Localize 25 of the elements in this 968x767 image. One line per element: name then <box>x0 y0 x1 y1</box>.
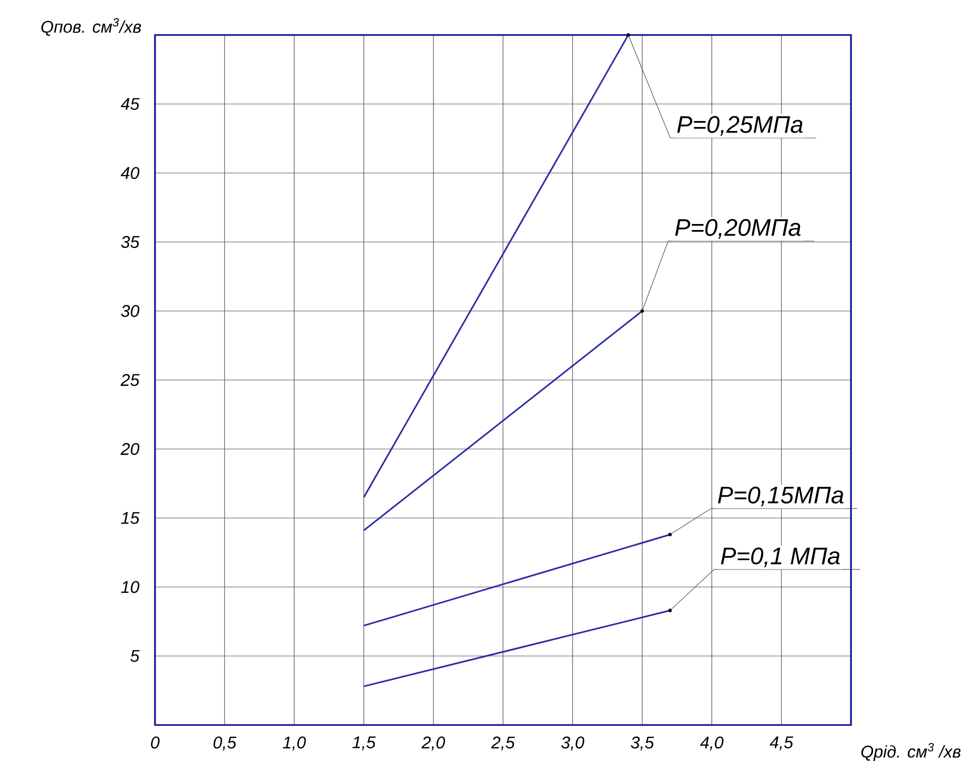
x-tick-label: 0,5 <box>214 736 236 751</box>
y-tick-label: 35 <box>121 236 140 248</box>
x-tick-label: 2,5 <box>491 736 515 751</box>
x-tick-label: 0 <box>151 736 160 749</box>
x-tick-label: 1,5 <box>352 736 376 750</box>
x-tick-label: 2,0 <box>422 736 446 751</box>
y-axis-title: Qпов. см$^{3}$/хв <box>41 18 141 36</box>
text: P=0,1 МПа <box>720 548 840 568</box>
y-tick-label: 40 <box>120 167 140 179</box>
x-tick-label: 1,0 <box>282 736 306 751</box>
x-tick-label: 3,0 <box>561 736 584 751</box>
text: P=0,20МПа <box>675 219 801 239</box>
y-tick-label: 15 <box>121 512 140 524</box>
y-tick-label: 25 <box>120 374 140 386</box>
y-tick-label: 20 <box>120 443 140 455</box>
x-axis-title: Qрід. см$^{3}$ /хв <box>861 742 961 762</box>
y-tick-label: 45 <box>120 98 140 110</box>
y-tick-label: 5 <box>130 650 140 662</box>
y-tick-label: 30 <box>121 305 140 317</box>
y-tick-label: 10 <box>121 581 140 593</box>
x-tick-label: 3,5 <box>630 736 654 751</box>
text: P=0,15МПа <box>718 486 844 506</box>
x-tick-label: 4,5 <box>770 736 794 750</box>
text: P=0,25МПа <box>677 116 803 136</box>
x-tick-label: 4,0 <box>700 736 724 751</box>
